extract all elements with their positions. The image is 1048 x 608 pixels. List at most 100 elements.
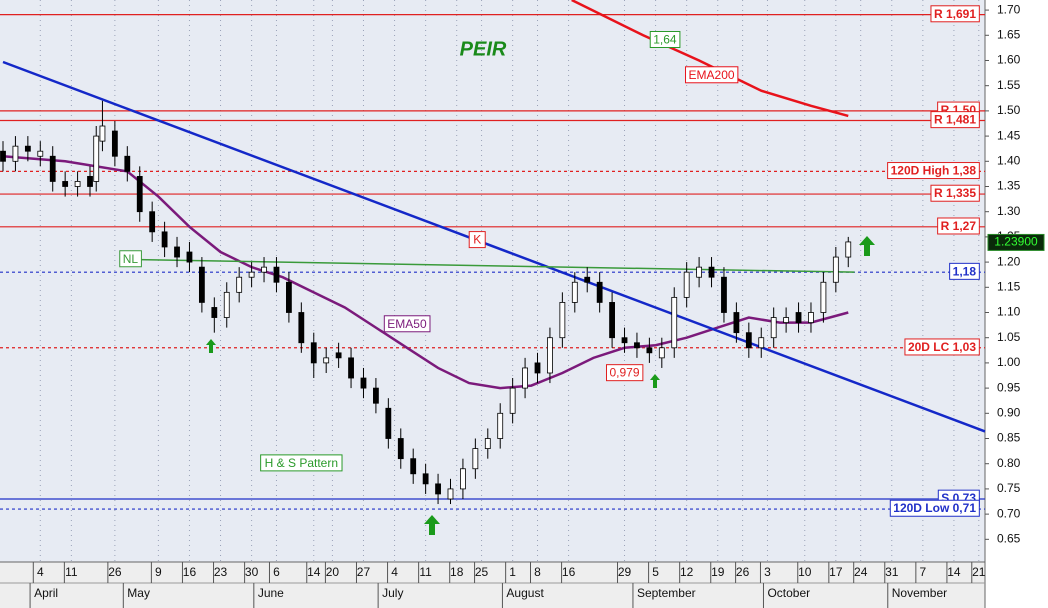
candle-body	[484, 438, 491, 449]
candle-body	[99, 125, 106, 142]
candle-body	[136, 176, 143, 213]
candle-body	[62, 181, 69, 187]
candle-body	[472, 448, 479, 470]
month-label: September	[637, 586, 696, 600]
month-label: April	[34, 586, 58, 600]
x-tick-label: 20	[326, 565, 340, 579]
month-label: November	[892, 586, 947, 600]
label-box	[887, 162, 980, 180]
candle-body	[198, 266, 205, 303]
y-tick-label: 1.10	[997, 305, 1021, 319]
label-box	[930, 184, 980, 202]
candle-body	[273, 266, 280, 283]
x-tick-label: 5	[652, 565, 659, 579]
candle-body	[571, 281, 578, 303]
candle-body	[310, 342, 317, 364]
candle-body	[460, 468, 466, 490]
candle-body	[795, 312, 802, 323]
level-label: R 1,481	[934, 113, 976, 127]
y-tick-label: 0.65	[997, 531, 1021, 545]
candle-body	[385, 407, 392, 439]
x-tick-label: 9	[155, 565, 162, 579]
label-box	[649, 30, 681, 48]
candles	[0, 100, 852, 505]
arrow	[859, 236, 875, 256]
x-tick-label: 14	[947, 565, 961, 579]
candle-body	[360, 377, 367, 389]
level-label: 120D Low 0,71	[893, 501, 976, 515]
candle-body	[0, 150, 6, 162]
x-tick-label: 8	[534, 565, 541, 579]
x-tick-label: 12	[680, 565, 694, 579]
label-box	[930, 111, 980, 129]
candle-body	[111, 130, 118, 157]
candle-body	[37, 150, 44, 157]
label-box	[119, 250, 142, 268]
candle-body	[808, 312, 814, 323]
candle-body	[733, 312, 740, 334]
candle-body	[348, 357, 354, 379]
candle-body	[658, 347, 665, 359]
x-tick-label: 31	[885, 565, 899, 579]
candle-body	[74, 181, 81, 187]
x-tick-label: 16	[183, 565, 197, 579]
candle-body	[49, 155, 56, 182]
y-tick-label: 1.40	[997, 153, 1021, 167]
arrow	[650, 374, 660, 388]
y-tick-label: 1.65	[997, 27, 1021, 41]
level-label: 20D LC 1,03	[908, 340, 976, 354]
label-box	[468, 231, 486, 249]
candle-body	[559, 302, 566, 339]
candle-body	[186, 251, 193, 263]
label-box	[260, 454, 343, 472]
annotation: K	[473, 233, 481, 247]
annotation: H & S Pattern	[265, 456, 338, 470]
label-box	[949, 262, 980, 280]
candle-body	[93, 135, 100, 182]
candle-body	[497, 412, 504, 439]
month-label: July	[382, 586, 403, 600]
candle-body	[758, 337, 765, 349]
candle-body	[671, 296, 678, 349]
overlay-label: EMA200	[689, 68, 735, 82]
candle-body	[24, 145, 31, 152]
candle-body	[223, 291, 230, 318]
candle-body	[373, 387, 379, 404]
candle-body	[323, 357, 330, 364]
candle-body	[522, 367, 528, 389]
y-tick-label: 1.00	[997, 355, 1021, 369]
y-tick-label: 0.70	[997, 506, 1021, 520]
x-tick-label: 29	[618, 565, 632, 579]
candle-body	[708, 266, 715, 278]
y-tick-label: 1.55	[997, 78, 1021, 92]
x-tick-label: 6	[273, 565, 280, 579]
label-box	[685, 66, 739, 84]
candle-body	[770, 317, 777, 339]
x-tick-label: 7	[920, 565, 927, 579]
label-box	[937, 217, 980, 235]
signal-arrows	[206, 236, 875, 535]
y-tick-label: 1.35	[997, 179, 1021, 193]
candle-body	[696, 266, 703, 278]
level-label: R 1,335	[934, 186, 976, 200]
candle-body	[161, 231, 168, 248]
label-box	[606, 364, 644, 382]
candle-body	[335, 352, 342, 359]
candle-body	[248, 271, 255, 278]
overlays	[0, 0, 986, 510]
last-price-box	[987, 233, 1045, 251]
level-label: R 1,691	[934, 7, 976, 21]
x-tick-label: 11	[65, 565, 78, 579]
label-box	[904, 338, 980, 356]
x-tick-label: 26	[108, 565, 122, 579]
candle-body	[820, 281, 827, 313]
y-tick-label: 1.60	[997, 53, 1021, 67]
x-tick-label: 30	[245, 565, 259, 579]
price-mark: 1,64	[653, 32, 677, 46]
label-box	[383, 315, 431, 333]
y-tick-label: 1.70	[997, 2, 1021, 16]
x-tick-label: 14	[307, 565, 321, 579]
candle-body	[12, 145, 19, 162]
